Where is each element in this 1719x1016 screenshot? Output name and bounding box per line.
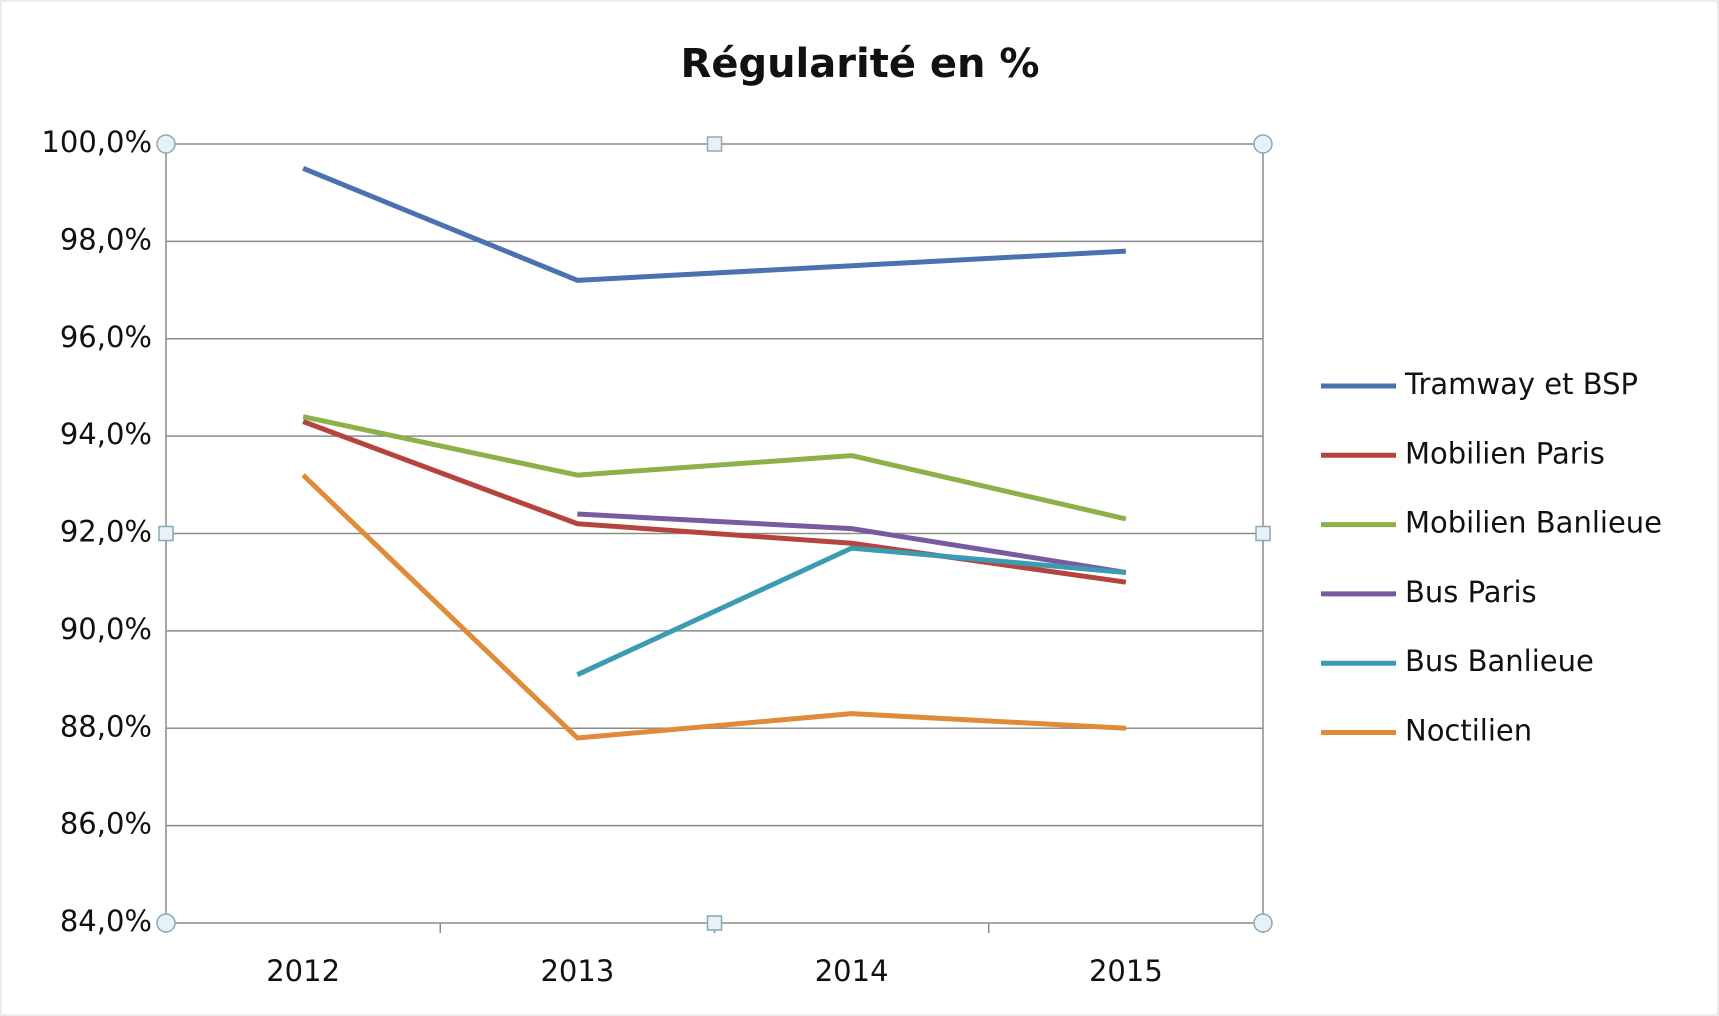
series-line bbox=[301, 473, 1127, 741]
legend-label: Bus Paris bbox=[1405, 575, 1537, 609]
y-tick-label: 84,0% bbox=[60, 904, 152, 938]
y-tick-label: 96,0% bbox=[60, 320, 152, 354]
x-tick-label: 2015 bbox=[1089, 954, 1163, 988]
series-line bbox=[577, 511, 1127, 575]
series-line bbox=[302, 414, 1127, 522]
x-tick-label: 2012 bbox=[266, 954, 340, 988]
y-tick-label: 100,0% bbox=[41, 125, 152, 159]
selection-handle bbox=[1255, 525, 1271, 542]
legend-label: Mobilien Paris bbox=[1405, 436, 1605, 470]
legend-label: Bus Banlieue bbox=[1405, 644, 1594, 678]
selection-handle bbox=[156, 134, 176, 154]
selection-handle bbox=[1253, 134, 1273, 154]
selection-handle bbox=[706, 915, 723, 931]
series-line bbox=[302, 166, 1127, 283]
y-tick-label: 94,0% bbox=[60, 417, 152, 451]
series-line bbox=[576, 545, 1127, 677]
legend-label: Tramway et BSP bbox=[1404, 367, 1638, 401]
chart-title: Régularité en % bbox=[681, 41, 1040, 87]
y-tick-label: 88,0% bbox=[60, 709, 152, 743]
selection-handle bbox=[156, 913, 176, 933]
selection-handle bbox=[706, 136, 723, 152]
x-tick-label: 2014 bbox=[815, 954, 889, 988]
y-tick-label: 92,0% bbox=[60, 515, 152, 549]
legend-label: Noctilien bbox=[1405, 714, 1532, 748]
y-tick-label: 90,0% bbox=[60, 612, 152, 646]
y-tick-label: 98,0% bbox=[60, 222, 152, 256]
y-tick-label: 86,0% bbox=[60, 807, 152, 841]
x-tick-label: 2013 bbox=[540, 954, 614, 988]
selection-handle bbox=[1253, 913, 1273, 933]
selection-handle bbox=[158, 525, 174, 542]
legend-label: Mobilien Banlieue bbox=[1405, 506, 1662, 540]
